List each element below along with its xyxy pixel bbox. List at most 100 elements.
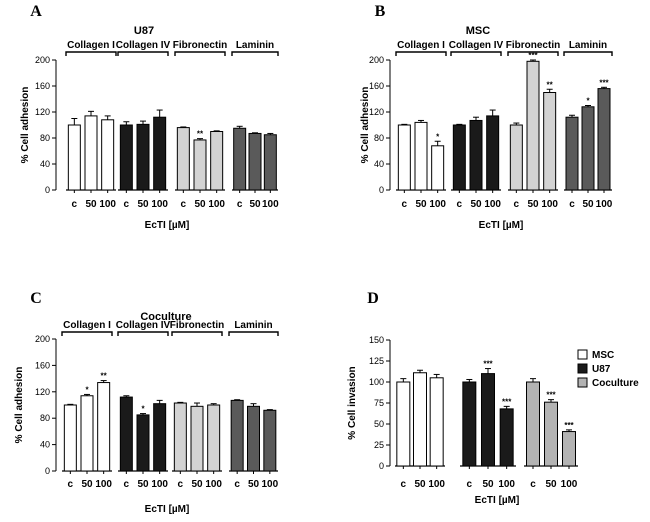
group-bracket bbox=[563, 51, 613, 56]
x-tick-label: 50 bbox=[482, 479, 494, 490]
legend-label: MSC bbox=[592, 350, 614, 361]
y-tick-label: 200 bbox=[35, 334, 50, 344]
bar bbox=[67, 124, 81, 191]
significance-label: *** bbox=[483, 360, 493, 369]
bar bbox=[597, 88, 611, 191]
y-tick-label: 120 bbox=[35, 107, 50, 117]
y-tick-label: 120 bbox=[35, 387, 50, 397]
group-bracket bbox=[395, 51, 447, 56]
y-tick-label: 40 bbox=[374, 159, 384, 169]
x-tick-label: c bbox=[124, 199, 130, 210]
y-tick-label: 0 bbox=[45, 185, 50, 195]
bar bbox=[190, 405, 204, 472]
bar bbox=[263, 409, 277, 472]
x-tick-label: 50 bbox=[85, 199, 97, 210]
x-tick-label: c bbox=[234, 479, 240, 490]
x-tick-label: 50 bbox=[545, 479, 557, 490]
y-tick-label: 0 bbox=[45, 466, 50, 476]
x-tick-label: 100 bbox=[208, 199, 225, 210]
x-tick-label: 50 bbox=[414, 479, 426, 490]
x-tick-label: 100 bbox=[262, 199, 279, 210]
bar bbox=[562, 431, 576, 467]
y-tick-label: 100 bbox=[369, 377, 384, 387]
y-tick-label: 50 bbox=[374, 419, 384, 429]
x-tick-label: c bbox=[68, 479, 74, 490]
x-tick-label: 100 bbox=[484, 199, 501, 210]
group-label: Collagen I bbox=[63, 320, 111, 331]
x-tick-label: 100 bbox=[429, 199, 446, 210]
x-tick-label: 50 bbox=[249, 199, 261, 210]
panel-letter-D: D bbox=[367, 290, 379, 307]
x-tick-label: c bbox=[178, 479, 184, 490]
panel-letter-A: A bbox=[30, 3, 42, 20]
bar bbox=[207, 404, 221, 472]
panel-letter-B: B bbox=[375, 3, 386, 20]
significance-label: * bbox=[586, 97, 590, 106]
bar bbox=[397, 124, 411, 191]
bar bbox=[210, 131, 224, 191]
x-tick-label: 100 bbox=[561, 479, 578, 490]
group-label: Laminin bbox=[234, 320, 272, 331]
y-tick-label: 80 bbox=[40, 133, 50, 143]
chart-title: Coculture bbox=[140, 311, 191, 323]
x-tick-label: c bbox=[467, 479, 473, 490]
x-tick-label: 50 bbox=[191, 479, 203, 490]
x-tick-label: 50 bbox=[470, 199, 482, 210]
group-label: Collagen IV bbox=[116, 40, 171, 51]
bar bbox=[153, 403, 167, 472]
legend-label: U87 bbox=[592, 364, 611, 375]
y-tick-label: 200 bbox=[35, 55, 50, 65]
x-tick-label: 50 bbox=[415, 199, 427, 210]
group-bracket bbox=[117, 331, 169, 336]
group-label: Laminin bbox=[569, 40, 607, 51]
x-tick-label: 50 bbox=[194, 199, 206, 210]
group-bracket bbox=[450, 51, 502, 56]
bar bbox=[233, 127, 247, 191]
x-tick-label: c bbox=[72, 199, 78, 210]
bar bbox=[452, 124, 466, 191]
legend-label: Coculture bbox=[592, 378, 639, 389]
y-axis-label: % Cell invasion bbox=[347, 366, 358, 439]
y-axis-label: % Cell adhesion bbox=[360, 87, 371, 164]
group-bracket bbox=[228, 331, 279, 336]
bar bbox=[469, 119, 483, 191]
panel-A: A U87 0 40 80 120 160 200 % Cell adhesion Collage… bbox=[20, 3, 279, 231]
x-tick-label: 50 bbox=[137, 199, 149, 210]
bar bbox=[230, 399, 244, 472]
legend-swatch bbox=[577, 377, 588, 388]
y-axis-label: % Cell adhesion bbox=[20, 87, 31, 164]
x-tick-label: c bbox=[181, 199, 187, 210]
x-tick-label: 100 bbox=[151, 479, 168, 490]
bar bbox=[396, 381, 411, 467]
bar bbox=[414, 121, 428, 191]
group-bracket bbox=[65, 51, 117, 56]
y-tick-label: 160 bbox=[35, 81, 50, 91]
bar bbox=[481, 373, 495, 467]
bar bbox=[263, 134, 277, 191]
legend: MSC U87 Coculture bbox=[577, 349, 639, 389]
bar bbox=[153, 116, 167, 191]
x-tick-label: c bbox=[124, 479, 130, 490]
bar bbox=[413, 372, 427, 467]
bar bbox=[119, 124, 133, 191]
x-tick-label: 50 bbox=[527, 199, 539, 210]
x-tick-label: 50 bbox=[137, 479, 149, 490]
y-tick-label: 150 bbox=[369, 335, 384, 345]
group-label: Collagen I bbox=[397, 40, 445, 51]
x-tick-label: 50 bbox=[81, 479, 93, 490]
significance-label: * bbox=[85, 385, 89, 394]
bar bbox=[462, 381, 477, 467]
panel-B: B MSC 0 40 80 120 160 200 % Cell adhesion Collage… bbox=[360, 3, 613, 231]
group-label: Fibronectin bbox=[506, 40, 560, 51]
chart-title: U87 bbox=[134, 25, 154, 37]
bar bbox=[176, 127, 190, 191]
legend-swatch bbox=[577, 349, 588, 360]
bar bbox=[544, 401, 558, 467]
bar bbox=[101, 119, 115, 191]
bar bbox=[136, 123, 150, 191]
x-tick-label: 100 bbox=[261, 479, 278, 490]
significance-label: *** bbox=[564, 421, 574, 430]
x-tick-label: c bbox=[401, 479, 407, 490]
significance-label: *** bbox=[528, 51, 538, 60]
